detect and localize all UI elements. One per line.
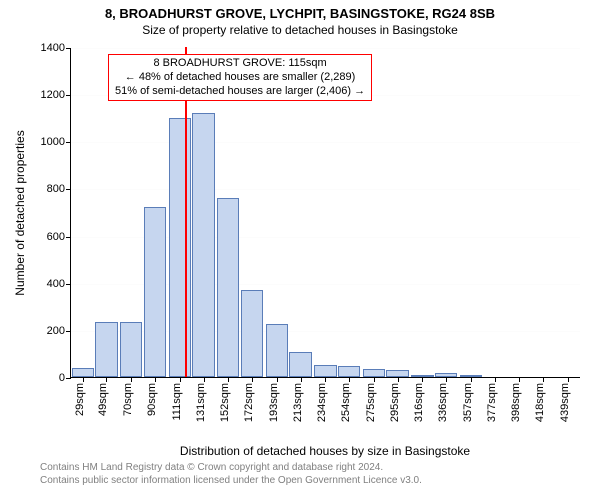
- xtick-mark: [277, 377, 278, 382]
- x-axis-label: Distribution of detached houses by size …: [180, 444, 470, 458]
- histogram-bar: [192, 113, 214, 377]
- xtick-mark: [325, 377, 326, 382]
- xtick-mark: [543, 377, 544, 382]
- histogram-bar: [386, 370, 408, 377]
- xtick-mark: [495, 377, 496, 382]
- xtick-label: 254sqm: [340, 383, 352, 422]
- annotation-line-2: ← 48% of detached houses are smaller (2,…: [115, 71, 365, 85]
- xtick-label: 439sqm: [559, 383, 571, 422]
- histogram-bar: [144, 207, 166, 377]
- histogram-bar: [289, 352, 311, 377]
- histogram-bar: [314, 365, 336, 377]
- histogram-bar: [169, 118, 191, 377]
- gridline: [71, 142, 580, 143]
- histogram-bar: [72, 368, 94, 377]
- footer-credits: Contains HM Land Registry data © Crown c…: [40, 462, 422, 487]
- xtick-label: 275sqm: [365, 383, 377, 422]
- footer-line-2: Contains public sector information licen…: [40, 475, 422, 488]
- xtick-label: 336sqm: [437, 383, 449, 422]
- xtick-mark: [519, 377, 520, 382]
- ytick-label: 200: [47, 325, 71, 337]
- xtick-mark: [398, 377, 399, 382]
- histogram-bar: [266, 324, 288, 377]
- ytick-label: 1200: [41, 89, 71, 101]
- xtick-label: 398sqm: [510, 383, 522, 422]
- xtick-label: 418sqm: [534, 383, 546, 422]
- xtick-mark: [301, 377, 302, 382]
- ytick-label: 600: [47, 231, 71, 243]
- ytick-label: 800: [47, 183, 71, 195]
- ytick-label: 0: [59, 372, 71, 384]
- xtick-label: 295sqm: [389, 383, 401, 422]
- histogram-bar: [363, 369, 385, 377]
- chart-title-sub: Size of property relative to detached ho…: [0, 21, 600, 37]
- xtick-label: 131sqm: [195, 383, 207, 422]
- xtick-label: 213sqm: [292, 383, 304, 422]
- xtick-label: 316sqm: [413, 383, 425, 422]
- xtick-label: 70sqm: [122, 383, 134, 416]
- gridline: [71, 48, 580, 49]
- xtick-mark: [446, 377, 447, 382]
- footer-line-1: Contains HM Land Registry data © Crown c…: [40, 462, 422, 475]
- xtick-label: 29sqm: [74, 383, 86, 416]
- xtick-label: 90sqm: [146, 383, 158, 416]
- chart-title-main: 8, BROADHURST GROVE, LYCHPIT, BASINGSTOK…: [0, 0, 600, 21]
- histogram-bar: [241, 290, 263, 377]
- xtick-mark: [131, 377, 132, 382]
- xtick-mark: [106, 377, 107, 382]
- xtick-label: 193sqm: [268, 383, 280, 422]
- xtick-mark: [204, 377, 205, 382]
- ytick-label: 1000: [41, 136, 71, 148]
- xtick-label: 377sqm: [486, 383, 498, 422]
- xtick-mark: [349, 377, 350, 382]
- annotation-line-3: 51% of semi-detached houses are larger (…: [115, 85, 365, 99]
- xtick-mark: [374, 377, 375, 382]
- histogram-bar: [95, 322, 117, 377]
- xtick-mark: [228, 377, 229, 382]
- y-axis-label: Number of detached properties: [13, 130, 27, 295]
- histogram-bar: [338, 366, 360, 377]
- histogram-bar: [217, 198, 239, 377]
- ytick-label: 1400: [41, 42, 71, 54]
- xtick-mark: [180, 377, 181, 382]
- ytick-label: 400: [47, 278, 71, 290]
- histogram-bar: [120, 322, 142, 377]
- xtick-mark: [155, 377, 156, 382]
- xtick-label: 172sqm: [243, 383, 255, 422]
- annotation-line-1: 8 BROADHURST GROVE: 115sqm: [115, 57, 365, 71]
- gridline: [71, 189, 580, 190]
- chart-container: 8, BROADHURST GROVE, LYCHPIT, BASINGSTOK…: [0, 0, 600, 500]
- xtick-label: 234sqm: [316, 383, 328, 422]
- xtick-mark: [568, 377, 569, 382]
- xtick-label: 111sqm: [171, 383, 183, 421]
- xtick-mark: [471, 377, 472, 382]
- xtick-label: 152sqm: [219, 383, 231, 422]
- annotation-box: 8 BROADHURST GROVE: 115sqm ← 48% of deta…: [108, 54, 372, 101]
- xtick-mark: [83, 377, 84, 382]
- xtick-label: 49sqm: [97, 383, 109, 416]
- xtick-mark: [252, 377, 253, 382]
- xtick-mark: [422, 377, 423, 382]
- xtick-label: 357sqm: [462, 383, 474, 422]
